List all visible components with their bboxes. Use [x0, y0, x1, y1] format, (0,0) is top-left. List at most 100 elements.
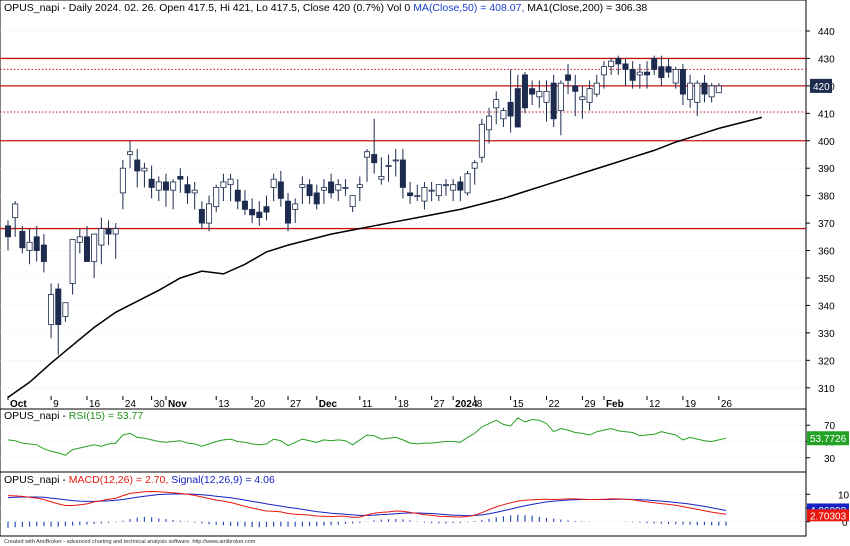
ma200-series — [7, 116, 763, 399]
candle-up — [127, 151, 134, 155]
x-tick-label: 16 — [89, 399, 101, 410]
candle-down — [457, 181, 464, 191]
candle-down — [19, 230, 26, 249]
candle-down — [83, 236, 90, 262]
candle-up — [385, 165, 392, 167]
candle-down — [5, 225, 11, 238]
candle-down — [644, 71, 651, 76]
macd-tick-label: 0 — [842, 518, 848, 529]
candle-down — [371, 154, 378, 164]
candle-up — [335, 184, 342, 191]
macd-value-badge — [807, 509, 849, 522]
candle-up — [191, 189, 198, 194]
candle-down — [55, 288, 62, 326]
candle-up — [672, 69, 679, 84]
candle-up — [220, 181, 227, 188]
x-tick-label: 8 — [477, 399, 483, 410]
x-tick-label: Oct — [10, 399, 27, 410]
price-tick-label: 410 — [818, 109, 835, 120]
candle-up — [227, 178, 234, 186]
price-panel-frame — [0, 0, 807, 410]
candle-down — [651, 58, 658, 70]
candle-up — [206, 203, 213, 224]
macd-line — [7, 490, 727, 518]
x-tick-label: 20 — [254, 399, 266, 410]
x-tick-label: 15 — [513, 399, 525, 410]
candle-down — [701, 82, 708, 95]
rsi-value-badge — [807, 431, 849, 446]
candle-down — [134, 159, 141, 172]
x-tick-label: 30 — [154, 399, 166, 410]
rsi-tick-label: 30 — [824, 454, 836, 465]
candle-up — [119, 167, 126, 194]
macd-panel: 05104.060982.70303 — [0, 490, 850, 529]
candle-up — [579, 96, 586, 100]
candle-down — [40, 244, 47, 262]
candle-up — [299, 184, 306, 188]
candle-down — [162, 181, 169, 191]
x-tick-label: 13 — [218, 399, 230, 410]
candle-down — [665, 66, 672, 73]
candle-up — [593, 82, 600, 95]
candle-down — [285, 200, 292, 224]
candle-down — [328, 181, 335, 194]
candle-down — [277, 181, 284, 199]
price-tick-label: 390 — [818, 164, 835, 175]
candle-down — [521, 74, 528, 109]
candle-down — [241, 200, 248, 210]
price-horizontal-lines — [0, 57, 806, 230]
candle-down — [399, 159, 406, 188]
candle-up — [112, 228, 119, 235]
candle-up — [213, 187, 220, 208]
candle-up — [342, 187, 349, 189]
ma200-line — [7, 116, 763, 399]
candle-up — [98, 228, 105, 246]
macd-value-label: 2.70303 — [810, 511, 847, 522]
candle-up — [500, 110, 507, 120]
candle-down — [658, 66, 665, 79]
candle-up — [292, 203, 299, 210]
candle-up — [608, 60, 615, 68]
price-header-text: OPUS_napi - Daily 2024. 02. 26. Open 417… — [4, 2, 647, 14]
price-tick-label: 380 — [818, 192, 835, 203]
candle-down — [249, 208, 256, 216]
candle-down — [529, 88, 536, 95]
candle-down — [679, 69, 686, 95]
rsi-value-label: 53.7726 — [810, 434, 847, 445]
candle-down — [550, 82, 557, 120]
price-tick-label: 350 — [818, 274, 835, 285]
candle-up — [170, 181, 177, 191]
candle-down — [177, 176, 184, 180]
price-tick-label: 320 — [818, 356, 835, 367]
price-badge — [810, 78, 832, 93]
candle-up — [536, 90, 543, 98]
x-tick-label: 27 — [290, 399, 302, 410]
candle-up — [636, 71, 643, 76]
candle-up — [320, 187, 327, 191]
rsi-line — [7, 417, 727, 456]
x-tick-label: 11 — [362, 399, 373, 410]
candle-up — [442, 184, 449, 187]
signal-line — [7, 493, 727, 517]
macd-panel-frame — [0, 471, 807, 537]
candle-up — [270, 178, 277, 188]
candle-down — [256, 211, 263, 219]
price-tick-label: 440 — [818, 27, 835, 38]
candle-up — [464, 173, 471, 194]
rsi-header-text: OPUS_napi - RSI(15) = 53.77 — [4, 410, 143, 422]
candle-up — [600, 66, 607, 76]
x-tick-label: Nov — [168, 399, 187, 410]
candle-up — [557, 82, 564, 111]
candle-up — [26, 241, 33, 251]
candle-down — [33, 236, 40, 251]
candle-up — [708, 85, 715, 98]
candle-up — [478, 123, 485, 158]
candle-down — [629, 69, 636, 81]
candle-up — [378, 176, 385, 180]
candle-up — [486, 115, 493, 131]
candle-up — [543, 90, 550, 103]
macd-header-text: OPUS_napi - MACD(12,26) = 2.70, Signal(1… — [4, 474, 275, 486]
candle-up — [428, 189, 435, 192]
candle-down — [234, 189, 241, 202]
price-y-axis: 310 320 330 340 350 360 370 380 390 400 410 420 430 4… — [806, 27, 835, 395]
